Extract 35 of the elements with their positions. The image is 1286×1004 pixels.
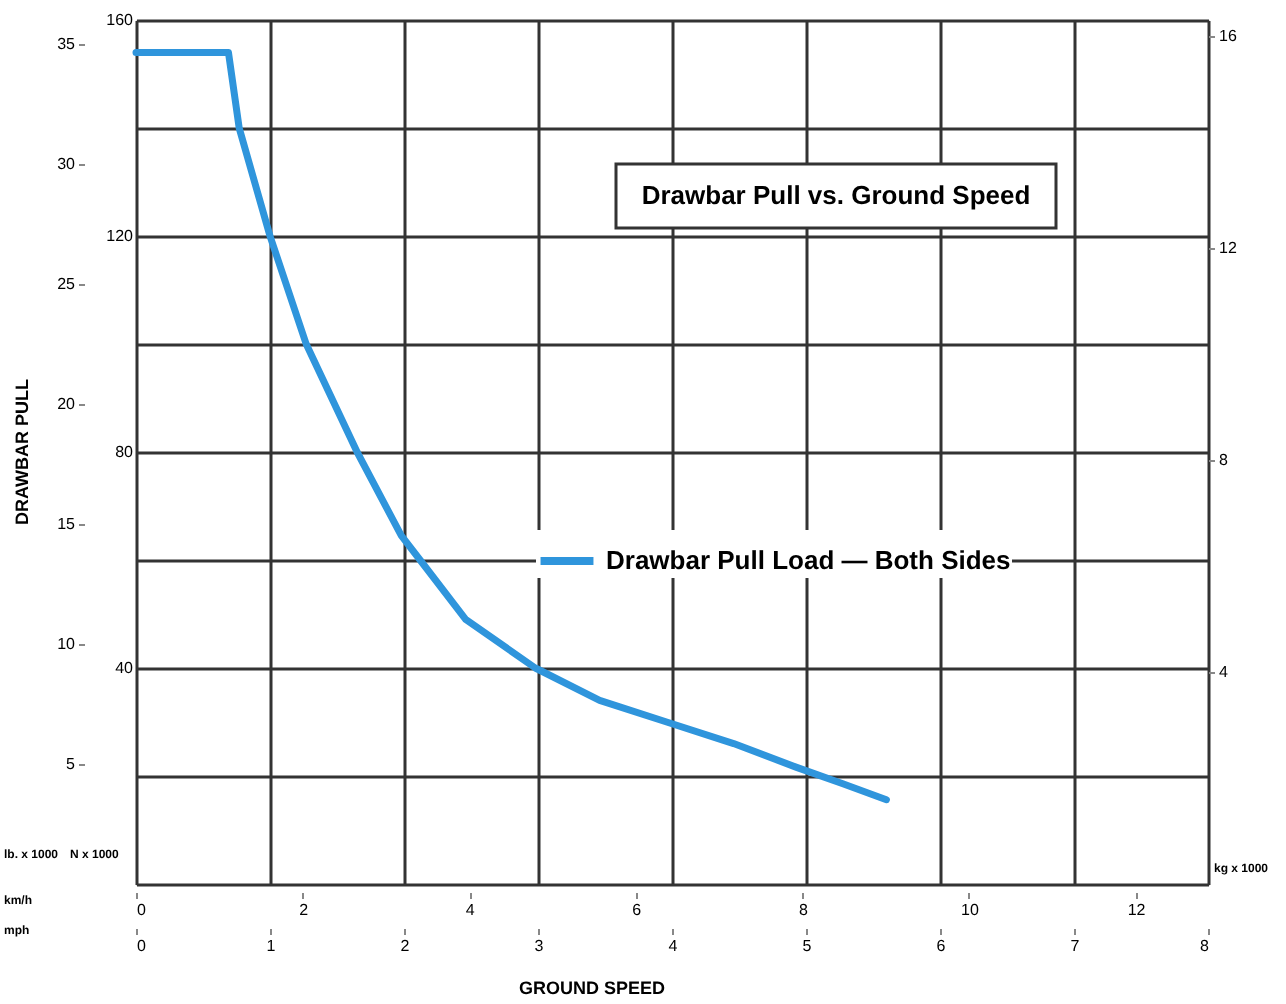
y3-tick-label: 20 [57,395,77,413]
x-axis-title: GROUND SPEED [518,978,667,998]
x-tick-label: 0 [137,937,147,955]
x-tick-label: 8 [1200,937,1211,955]
y2-tick-label: 4 [1219,662,1229,681]
y2-tick-label: 16 [1219,26,1238,45]
x-tick-label: 3 [534,937,545,955]
x2-tick-label: 12 [1127,901,1147,919]
x-tick-label: 1 [266,937,277,955]
y2-tick-label: 12 [1219,238,1238,257]
x-tick-label: 7 [1070,937,1081,955]
y-tick-label: 120 [106,227,135,245]
y3-tick-label: 35 [57,35,77,53]
x-tick-label: 4 [668,937,679,955]
x-tick-label: 2 [400,937,411,955]
x-tick-label: 6 [936,937,947,955]
x2-tick-label: 4 [465,901,476,919]
x-tick-label: 5 [802,937,813,955]
y-axis-title: DRAWBAR PULL [12,378,32,525]
x2-tick-label: 8 [798,901,809,919]
text: Drawbar Pull vs. Ground Speed [641,180,1031,210]
x2-tick-label: 2 [299,901,310,919]
y-tick-label: 160 [106,11,135,29]
x2-tick-label: 0 [137,901,147,919]
y3-tick-label: 30 [57,155,77,173]
y3-tick-label: 10 [57,635,77,653]
y3-tick-label: 25 [57,275,77,293]
y-tick-label: 80 [115,443,135,461]
x2-tick-label: 10 [961,901,980,919]
y3-tick-label: 5 [66,755,77,773]
legend-label: Drawbar Pull Load — Both Sides [606,545,1011,575]
x2-tick-label: 6 [632,901,643,919]
y-tick-label: 40 [115,659,135,677]
y3-tick-label: 15 [57,515,77,533]
y2-tick-label: 8 [1219,450,1229,469]
